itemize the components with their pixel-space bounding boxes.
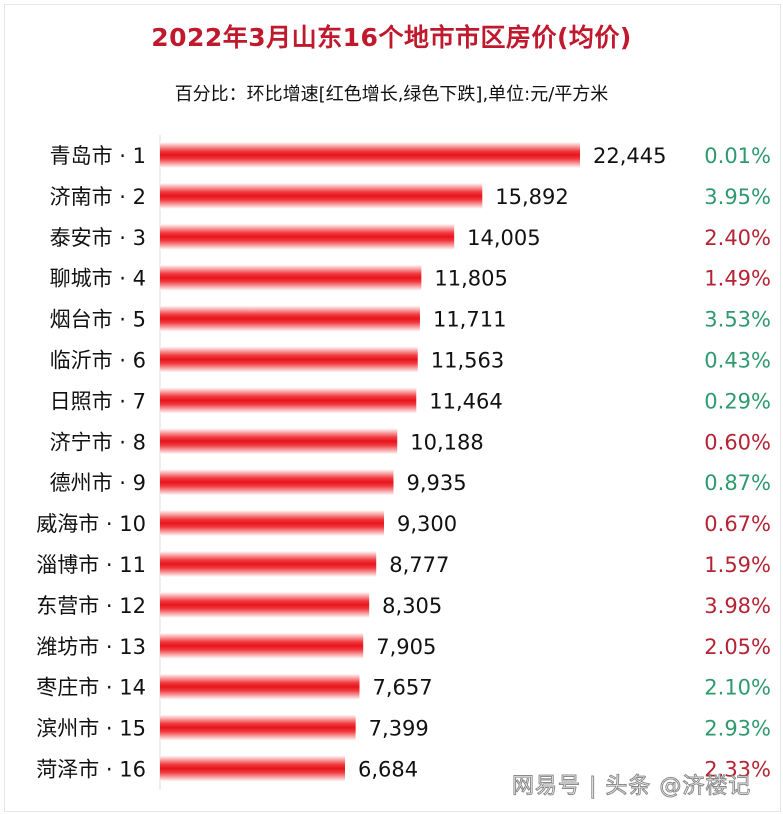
change-label: 0.60% bbox=[704, 430, 771, 454]
category-label: 枣庄市 · 14 bbox=[36, 676, 146, 700]
bar bbox=[160, 428, 398, 455]
category-label: 泰安市 · 3 bbox=[50, 226, 146, 250]
category-label: 潍坊市 · 13 bbox=[36, 635, 146, 659]
change-label: 1.59% bbox=[704, 553, 771, 577]
category-label: 烟台市 · 5 bbox=[50, 308, 146, 332]
bar bbox=[160, 551, 377, 577]
change-label: 0.43% bbox=[704, 349, 771, 373]
category-label: 德州市 · 9 bbox=[50, 471, 146, 495]
value-label: 6,684 bbox=[358, 758, 418, 782]
value-label: 11,711 bbox=[433, 308, 506, 332]
change-label: 2.33% bbox=[704, 758, 771, 782]
bar bbox=[160, 591, 370, 618]
bar bbox=[160, 305, 420, 332]
value-label: 7,905 bbox=[376, 635, 436, 659]
category-label: 聊城市 · 4 bbox=[50, 267, 146, 291]
value-label: 11,805 bbox=[434, 267, 507, 291]
chart-subtitle: 百分比：环比增速[红色增长,绿色下跌],单位:元/平方米 bbox=[174, 84, 609, 105]
value-label: 14,005 bbox=[467, 226, 540, 250]
bar bbox=[160, 510, 385, 537]
bar bbox=[160, 223, 455, 250]
change-label: 3.95% bbox=[704, 185, 771, 209]
change-label: 1.49% bbox=[704, 267, 771, 291]
change-label: 2.10% bbox=[704, 676, 771, 700]
value-label: 11,464 bbox=[429, 389, 502, 413]
bar bbox=[160, 387, 417, 414]
value-label: 11,563 bbox=[431, 349, 504, 373]
bar bbox=[160, 714, 356, 741]
change-label: 0.87% bbox=[704, 471, 771, 495]
change-label: 0.67% bbox=[704, 512, 771, 536]
watermark: 网易号 | 头条 @济楼记 bbox=[511, 774, 752, 800]
value-label: 7,399 bbox=[369, 717, 429, 741]
change-label: 2.05% bbox=[704, 635, 771, 659]
bar bbox=[160, 469, 394, 496]
change-label: 2.93% bbox=[704, 717, 771, 741]
chart-title: 2022年3月山东16个地市市区房价(均价) bbox=[151, 23, 632, 52]
bar bbox=[160, 346, 418, 373]
change-label: 2.40% bbox=[704, 226, 771, 250]
bar bbox=[160, 264, 422, 291]
value-label: 15,892 bbox=[495, 185, 568, 209]
value-label: 8,777 bbox=[389, 553, 449, 577]
category-label: 淄博市 · 11 bbox=[36, 553, 146, 577]
bar bbox=[160, 755, 345, 782]
category-label: 日照市 · 7 bbox=[50, 389, 146, 413]
change-label: 3.98% bbox=[704, 594, 771, 618]
category-label: 菏泽市 · 16 bbox=[36, 758, 146, 782]
value-label: 9,300 bbox=[397, 512, 457, 536]
category-label: 济南市 · 2 bbox=[50, 185, 146, 209]
value-label: 7,657 bbox=[373, 676, 433, 700]
bar bbox=[160, 632, 364, 659]
bar bbox=[160, 142, 580, 168]
change-label: 0.01% bbox=[704, 144, 771, 168]
bar bbox=[160, 182, 483, 209]
category-label: 滨州市 · 15 bbox=[36, 717, 146, 741]
category-label: 东营市 · 12 bbox=[36, 594, 146, 618]
bar bbox=[160, 673, 360, 700]
value-label: 8,305 bbox=[382, 594, 442, 618]
category-label: 济宁市 · 8 bbox=[50, 430, 146, 454]
category-label: 青岛市 · 1 bbox=[50, 144, 146, 168]
category-label: 威海市 · 10 bbox=[36, 512, 146, 536]
value-label: 9,935 bbox=[406, 471, 466, 495]
value-label: 10,188 bbox=[410, 430, 483, 454]
category-label: 临沂市 · 6 bbox=[50, 349, 146, 373]
value-label: 22,445 bbox=[593, 144, 666, 168]
change-label: 0.29% bbox=[704, 389, 771, 413]
change-label: 3.53% bbox=[704, 308, 771, 332]
